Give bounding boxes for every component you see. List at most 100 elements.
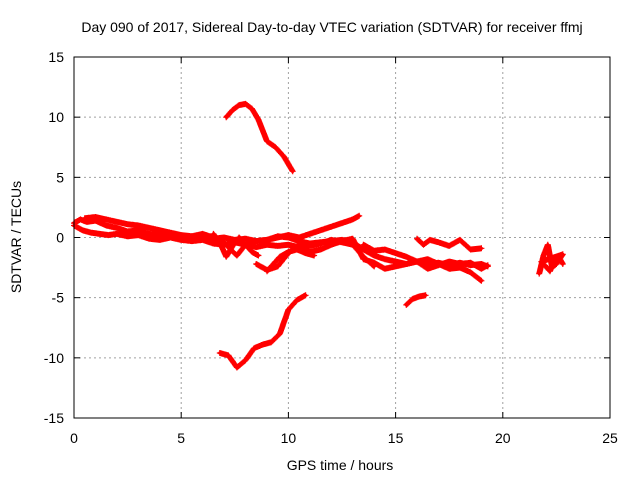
y-axis-label: SDTVAR / TECUs <box>8 181 24 293</box>
data-point <box>415 259 419 264</box>
data-point <box>250 250 254 254</box>
data-point <box>136 233 140 237</box>
x-tick-label: 10 <box>281 430 297 446</box>
data-point <box>537 272 541 276</box>
data-point <box>548 269 552 273</box>
data-point <box>158 233 162 237</box>
data-point <box>544 264 548 268</box>
data-point <box>136 223 140 228</box>
data-point <box>231 108 235 112</box>
data-point <box>383 257 387 261</box>
data-point <box>286 308 290 312</box>
data-point <box>276 264 280 268</box>
data-point <box>539 259 543 264</box>
data-point <box>235 253 239 258</box>
data-point <box>447 244 451 248</box>
data-point <box>411 297 415 301</box>
data-point <box>89 231 93 235</box>
data-point <box>404 262 408 266</box>
data-point <box>218 240 222 244</box>
data-point <box>190 234 194 238</box>
y-tick-label: 5 <box>56 169 64 185</box>
data-point <box>286 251 290 255</box>
data-point <box>256 253 260 258</box>
data-point <box>340 240 344 244</box>
data-point <box>190 239 194 243</box>
x-tick-label: 5 <box>177 430 185 446</box>
data-point <box>426 257 430 261</box>
data-point <box>318 228 323 232</box>
data-point <box>222 235 226 240</box>
data-point <box>469 261 473 265</box>
data-point <box>265 243 269 247</box>
data-point <box>308 232 312 236</box>
data-point <box>361 247 366 252</box>
series-track-j <box>414 235 485 253</box>
series-track-l <box>536 241 566 277</box>
data-point <box>83 216 87 220</box>
data-point <box>458 262 462 266</box>
data-point <box>273 145 278 149</box>
data-point <box>256 117 260 122</box>
series-track-g <box>253 236 378 273</box>
data-point <box>361 255 366 259</box>
data-point <box>372 253 376 258</box>
data-point <box>276 235 280 240</box>
data-point <box>147 226 151 230</box>
data-point <box>417 294 421 299</box>
data-point <box>250 107 254 111</box>
data-point <box>372 264 376 268</box>
data-point <box>447 267 451 271</box>
data-point <box>104 223 108 228</box>
series-markers <box>216 292 309 371</box>
data-point <box>115 232 119 236</box>
data-point <box>286 243 290 247</box>
data-point <box>168 235 173 240</box>
x-tick-label: 15 <box>388 430 404 446</box>
data-point <box>357 214 361 218</box>
data-point <box>276 244 280 248</box>
data-point <box>308 244 312 248</box>
x-tick-label: 20 <box>495 430 511 446</box>
data-point <box>243 358 248 362</box>
data-point <box>254 245 258 249</box>
data-point <box>552 257 556 261</box>
data-point <box>394 251 398 255</box>
data-point <box>312 253 316 258</box>
data-point <box>201 232 205 236</box>
data-point <box>351 243 355 247</box>
data-point <box>303 251 308 255</box>
data-point <box>556 255 561 259</box>
data-point <box>126 234 130 238</box>
data-point <box>126 222 130 226</box>
data-point <box>231 244 235 248</box>
data-point <box>318 247 323 252</box>
data-point <box>243 237 248 241</box>
data-point <box>93 215 98 219</box>
data-point <box>469 247 473 252</box>
data-point <box>269 340 273 344</box>
data-point <box>226 353 230 358</box>
data-point <box>224 115 228 119</box>
data-point <box>486 263 490 267</box>
x-tick-label: 25 <box>602 430 618 446</box>
series-markers <box>223 100 296 175</box>
data-point <box>291 169 295 173</box>
data-point <box>383 247 387 252</box>
data-point <box>361 243 366 247</box>
data-point <box>479 246 483 250</box>
data-point <box>115 220 119 224</box>
data-point <box>469 270 473 274</box>
data-point <box>479 262 483 266</box>
data-point <box>351 217 355 222</box>
data-point <box>261 342 265 347</box>
data-point <box>201 238 205 242</box>
data-point <box>235 365 239 370</box>
series-track-i <box>216 292 309 371</box>
data-point <box>265 268 269 272</box>
data-point <box>404 255 408 259</box>
data-point <box>80 228 85 232</box>
data-point <box>447 259 451 264</box>
y-tick-label: -15 <box>44 410 64 426</box>
